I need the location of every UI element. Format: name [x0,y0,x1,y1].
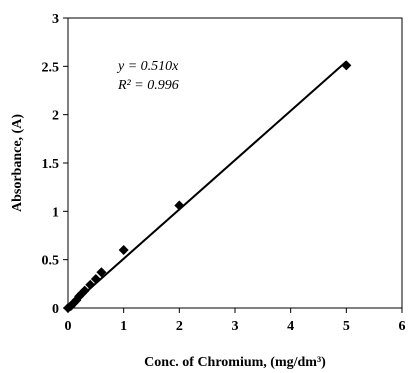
data-point [341,60,352,71]
x-tick-label: 2 [176,319,183,334]
y-axis-title: Absorbance, (A) [10,114,25,212]
y-tick-label: 2.5 [42,60,60,75]
r-squared-label: R² = 0.996 [117,78,179,93]
y-tick-label: 3 [52,12,59,27]
x-tick-label: 0 [65,319,72,334]
x-tick-label: 6 [399,319,406,334]
y-tick-label: 1.5 [42,157,60,172]
ticks: 0 1 2 3 4 5 6 0 0.5 1 1.5 2 2.5 3 [42,12,406,334]
data-point [79,285,90,296]
y-tick-label: 1 [52,205,59,220]
data-point [174,200,185,211]
x-axis-title: Conc. of Chromium, (mg/dm³) [144,355,326,370]
x-tick-label: 4 [287,319,294,334]
data-point [118,245,129,255]
x-tick-label: 3 [232,319,239,334]
data-point [96,267,107,278]
y-tick-label: 2 [52,109,59,124]
y-tick-label: 0.5 [42,254,60,269]
trendline-group [67,60,347,309]
data-point [85,279,96,290]
x-tick-label: 5 [343,319,350,334]
trendline [67,60,347,309]
data-point [90,274,101,284]
data-points [63,60,352,313]
x-tick-label: 1 [120,319,127,334]
trendline-equation: y = 0.510x [116,59,179,74]
y-tick-label: 0 [52,302,59,317]
